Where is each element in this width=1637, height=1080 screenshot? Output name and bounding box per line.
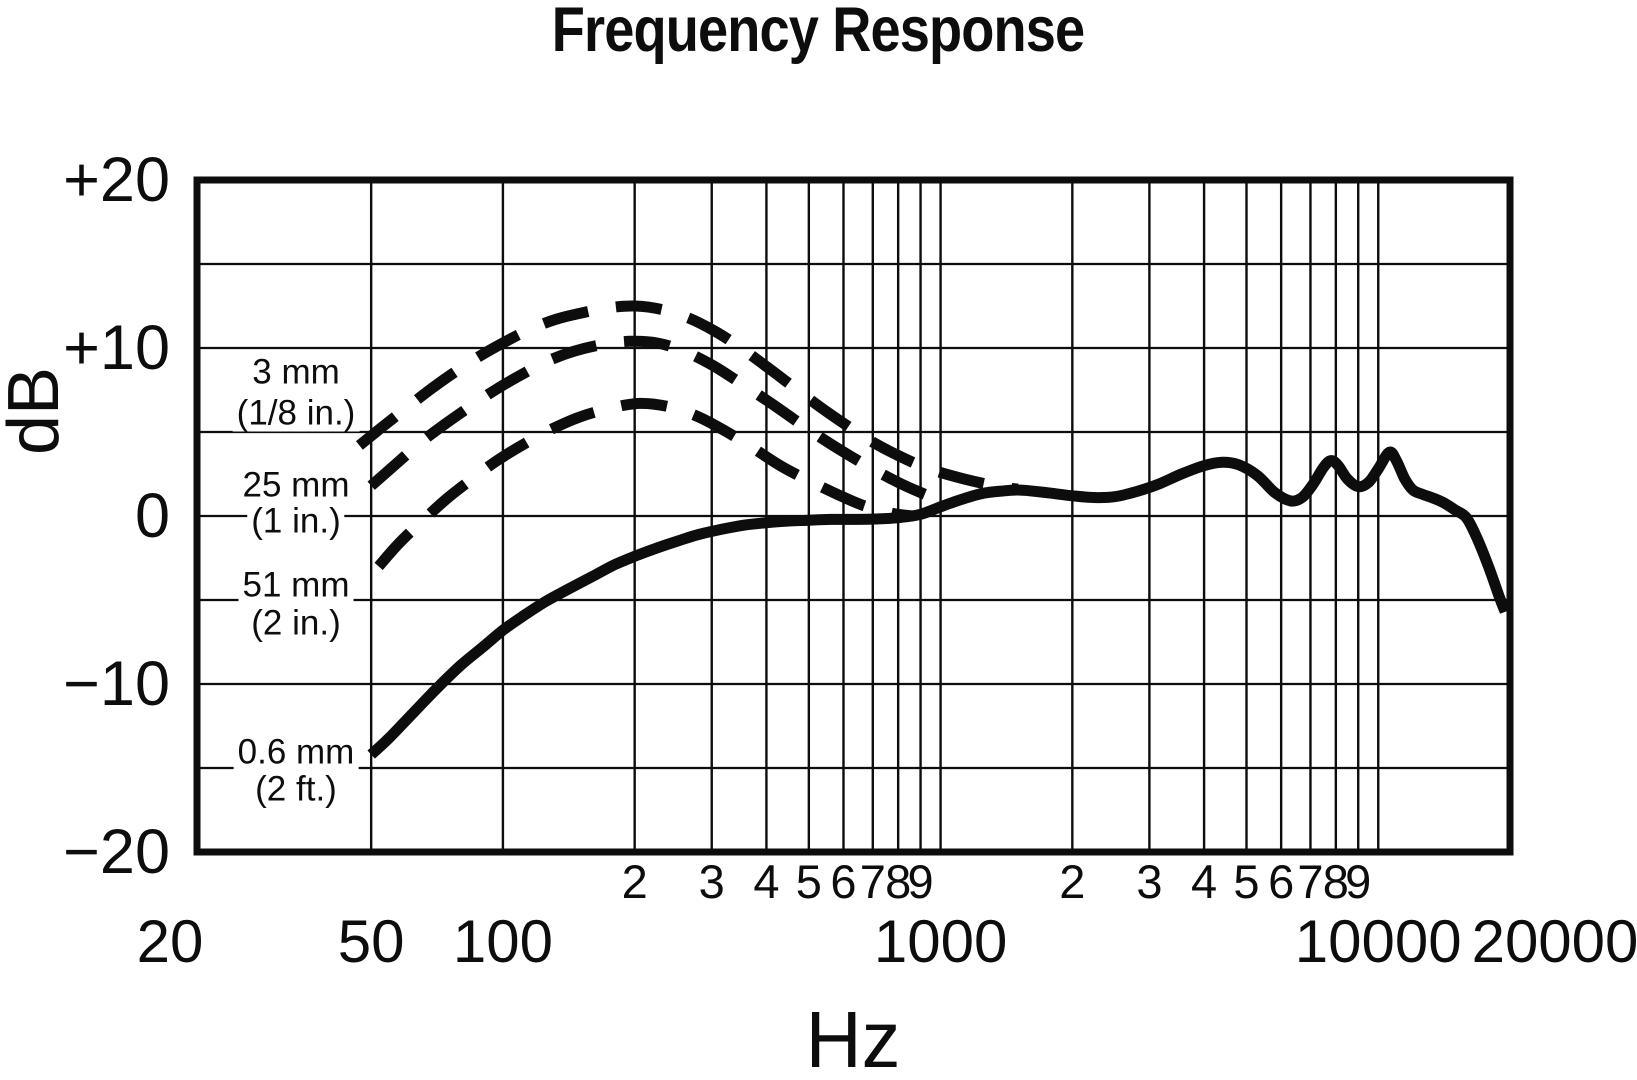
y-tick-label: −20 (63, 817, 170, 887)
x-axis-label: Hz (805, 995, 901, 1080)
y-tick-label: +10 (63, 313, 170, 383)
curve-label-3mm-distance: 3 mm (248, 353, 344, 391)
curve-label-06m-feet: (2 ft.) (251, 770, 341, 808)
curve-label-25mm-distance: 25 mm (238, 466, 354, 504)
x-minor-tick-label: 6 (830, 855, 857, 908)
curve-label-25mm-inches: (1 in.) (247, 502, 345, 540)
y-tick-label: 0 (134, 481, 170, 551)
x-minor-tick-label: 7 (859, 855, 886, 908)
x-minor-tick-label: 6 (1268, 855, 1295, 908)
x-major-tick-label: 20000 (1471, 908, 1637, 975)
curve-label-3mm-inches: (1/8 in.) (232, 394, 360, 432)
x-minor-tick-label: 2 (621, 855, 648, 908)
x-major-tick-label: 1000 (873, 908, 1008, 975)
curve-3-mm-1-8-in- (355, 300, 1019, 495)
chart-title: Frequency Response (551, 0, 1085, 65)
curve-label-06m-distance: 0.6 mm (233, 733, 359, 771)
curve-25-mm-1-in- (367, 335, 957, 509)
x-minor-tick-label: 5 (795, 855, 822, 908)
plot-border (193, 176, 1514, 856)
x-minor-tick-label: 5 (1233, 855, 1260, 908)
x-minor-tick-label: 7 (1297, 855, 1324, 908)
y-tick-label: +20 (63, 145, 170, 215)
x-minor-tick-label: 9 (907, 855, 934, 908)
x-major-tick-label: 10000 (1294, 908, 1462, 975)
x-major-tick-label: 50 (337, 908, 405, 975)
x-minor-tick-label: 9 (1345, 855, 1372, 908)
x-minor-tick-label: 8 (885, 855, 912, 908)
x-minor-tick-label: 3 (698, 855, 725, 908)
curve-0-6-mm-2-ft- (367, 446, 1511, 759)
x-major-tick-label: 20 (136, 908, 204, 975)
x-minor-tick-label: 8 (1322, 855, 1349, 908)
x-major-tick-label: 100 (452, 908, 553, 975)
x-minor-tick-label: 4 (753, 855, 780, 908)
x-minor-tick-label: 3 (1136, 855, 1163, 908)
curve-label-51mm-inches: (2 in.) (247, 604, 345, 642)
curve-51-mm-2-in- (374, 397, 915, 571)
y-tick-label: −10 (63, 649, 170, 719)
x-minor-tick-label: 4 (1191, 855, 1218, 908)
curve-label-51mm-distance: 51 mm (238, 566, 354, 604)
x-minor-tick-label: 2 (1059, 855, 1086, 908)
